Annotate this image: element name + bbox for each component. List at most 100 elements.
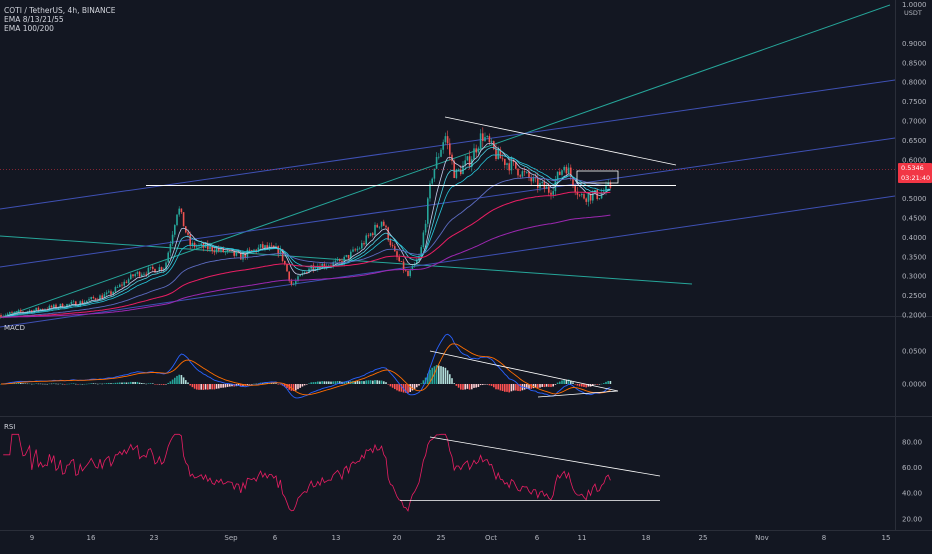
- ema-legend-2[interactable]: EMA 100/200: [4, 24, 54, 33]
- candle-body: [290, 280, 293, 285]
- macd-bar: [455, 384, 458, 386]
- macd-bar: [429, 369, 431, 384]
- candle-body: [132, 274, 134, 277]
- macd-bar: [26, 383, 29, 385]
- candle-body: [484, 137, 486, 142]
- candle-body: [363, 243, 365, 245]
- candle-body: [369, 233, 372, 236]
- macd-bar: [451, 378, 453, 384]
- time-axis-label: 13: [332, 534, 341, 542]
- candle-body: [493, 141, 495, 150]
- candle-body: [482, 133, 484, 142]
- candle-body: [499, 149, 502, 159]
- candle-body: [400, 261, 403, 262]
- macd-bar: [88, 383, 90, 385]
- candle-body: [380, 221, 383, 227]
- candle-body: [147, 267, 150, 275]
- macd-bar: [99, 383, 101, 385]
- time-axis-label: 23: [150, 534, 159, 542]
- macd-bar: [378, 380, 381, 384]
- macd-bar: [433, 366, 436, 384]
- candle-body: [354, 249, 356, 251]
- candle-body: [116, 286, 119, 288]
- candle-body: [600, 193, 603, 199]
- macd-bar: [519, 384, 521, 392]
- candle-body: [501, 158, 504, 160]
- candle-body: [605, 184, 607, 192]
- candle-body: [330, 265, 332, 267]
- candle-body: [592, 193, 594, 201]
- candle-body: [244, 252, 246, 258]
- candle-body: [526, 172, 528, 173]
- time-axis-label: 16: [87, 534, 96, 542]
- rsi-pane-label[interactable]: RSI: [4, 423, 16, 431]
- macd-bar: [15, 382, 18, 384]
- macd-bar: [64, 384, 66, 385]
- candle-body: [88, 299, 90, 301]
- candle-body: [352, 249, 354, 252]
- candle-body: [446, 136, 449, 144]
- candle-body: [462, 165, 464, 175]
- candle-body: [442, 142, 444, 150]
- candle-body: [396, 251, 398, 258]
- candle-body: [39, 309, 42, 311]
- candle-body: [449, 143, 451, 155]
- macd-bar: [185, 380, 187, 384]
- candle-body: [251, 250, 253, 252]
- macd-bar: [297, 384, 299, 390]
- time-axis-label: Nov: [755, 534, 769, 542]
- candle-body: [209, 246, 211, 250]
- candle-body: [279, 249, 282, 255]
- candle-body: [105, 292, 108, 295]
- macd-bar: [94, 383, 97, 385]
- candle-body: [556, 171, 559, 181]
- candle-body: [213, 251, 216, 253]
- macd-bar: [328, 381, 330, 384]
- candle-body: [114, 287, 117, 292]
- candle-body: [523, 171, 526, 173]
- macd-bar: [191, 384, 194, 388]
- macd-bar: [121, 382, 123, 384]
- macd-bar: [550, 384, 552, 388]
- candle-body: [581, 194, 583, 196]
- macd-bar: [545, 384, 548, 387]
- macd-bar: [207, 384, 209, 390]
- macd-pane-label[interactable]: MACD: [4, 324, 25, 332]
- macd-bar: [499, 384, 502, 391]
- candle-body: [262, 244, 264, 249]
- macd-bar: [526, 384, 528, 389]
- macd-bar: [97, 383, 99, 385]
- candle-body: [519, 175, 521, 177]
- macd-bar: [42, 383, 44, 385]
- candle-body: [48, 305, 51, 310]
- candle-body: [504, 158, 506, 165]
- candle-body: [125, 281, 128, 283]
- macd-bar: [77, 384, 79, 385]
- candle-body: [180, 208, 183, 213]
- macd-bar: [257, 383, 260, 384]
- macd-bar: [473, 384, 475, 388]
- candle-body: [490, 141, 493, 143]
- macd-bar: [583, 384, 585, 388]
- candle-body: [422, 232, 425, 248]
- macd-bar: [325, 381, 328, 384]
- candle-body: [81, 301, 84, 304]
- candle-body: [35, 307, 37, 311]
- candle-body: [455, 169, 458, 178]
- ema-legend-1[interactable]: EMA 8/13/21/55: [4, 15, 64, 24]
- price-axis-label: 0.8000: [902, 79, 927, 87]
- candle-body: [466, 156, 469, 161]
- candle-body: [28, 310, 31, 312]
- macd-bar: [422, 380, 425, 384]
- macd-bar: [554, 384, 557, 385]
- candle-body: [136, 271, 139, 275]
- macd-bar: [299, 384, 301, 388]
- candle-body: [83, 301, 86, 304]
- symbol-title[interactable]: COTI / TetherUS, 4h, BINANCE: [4, 6, 116, 15]
- macd-bar: [354, 380, 356, 384]
- candle-body: [391, 245, 394, 247]
- candle-body: [15, 311, 18, 313]
- candle-body: [233, 250, 235, 256]
